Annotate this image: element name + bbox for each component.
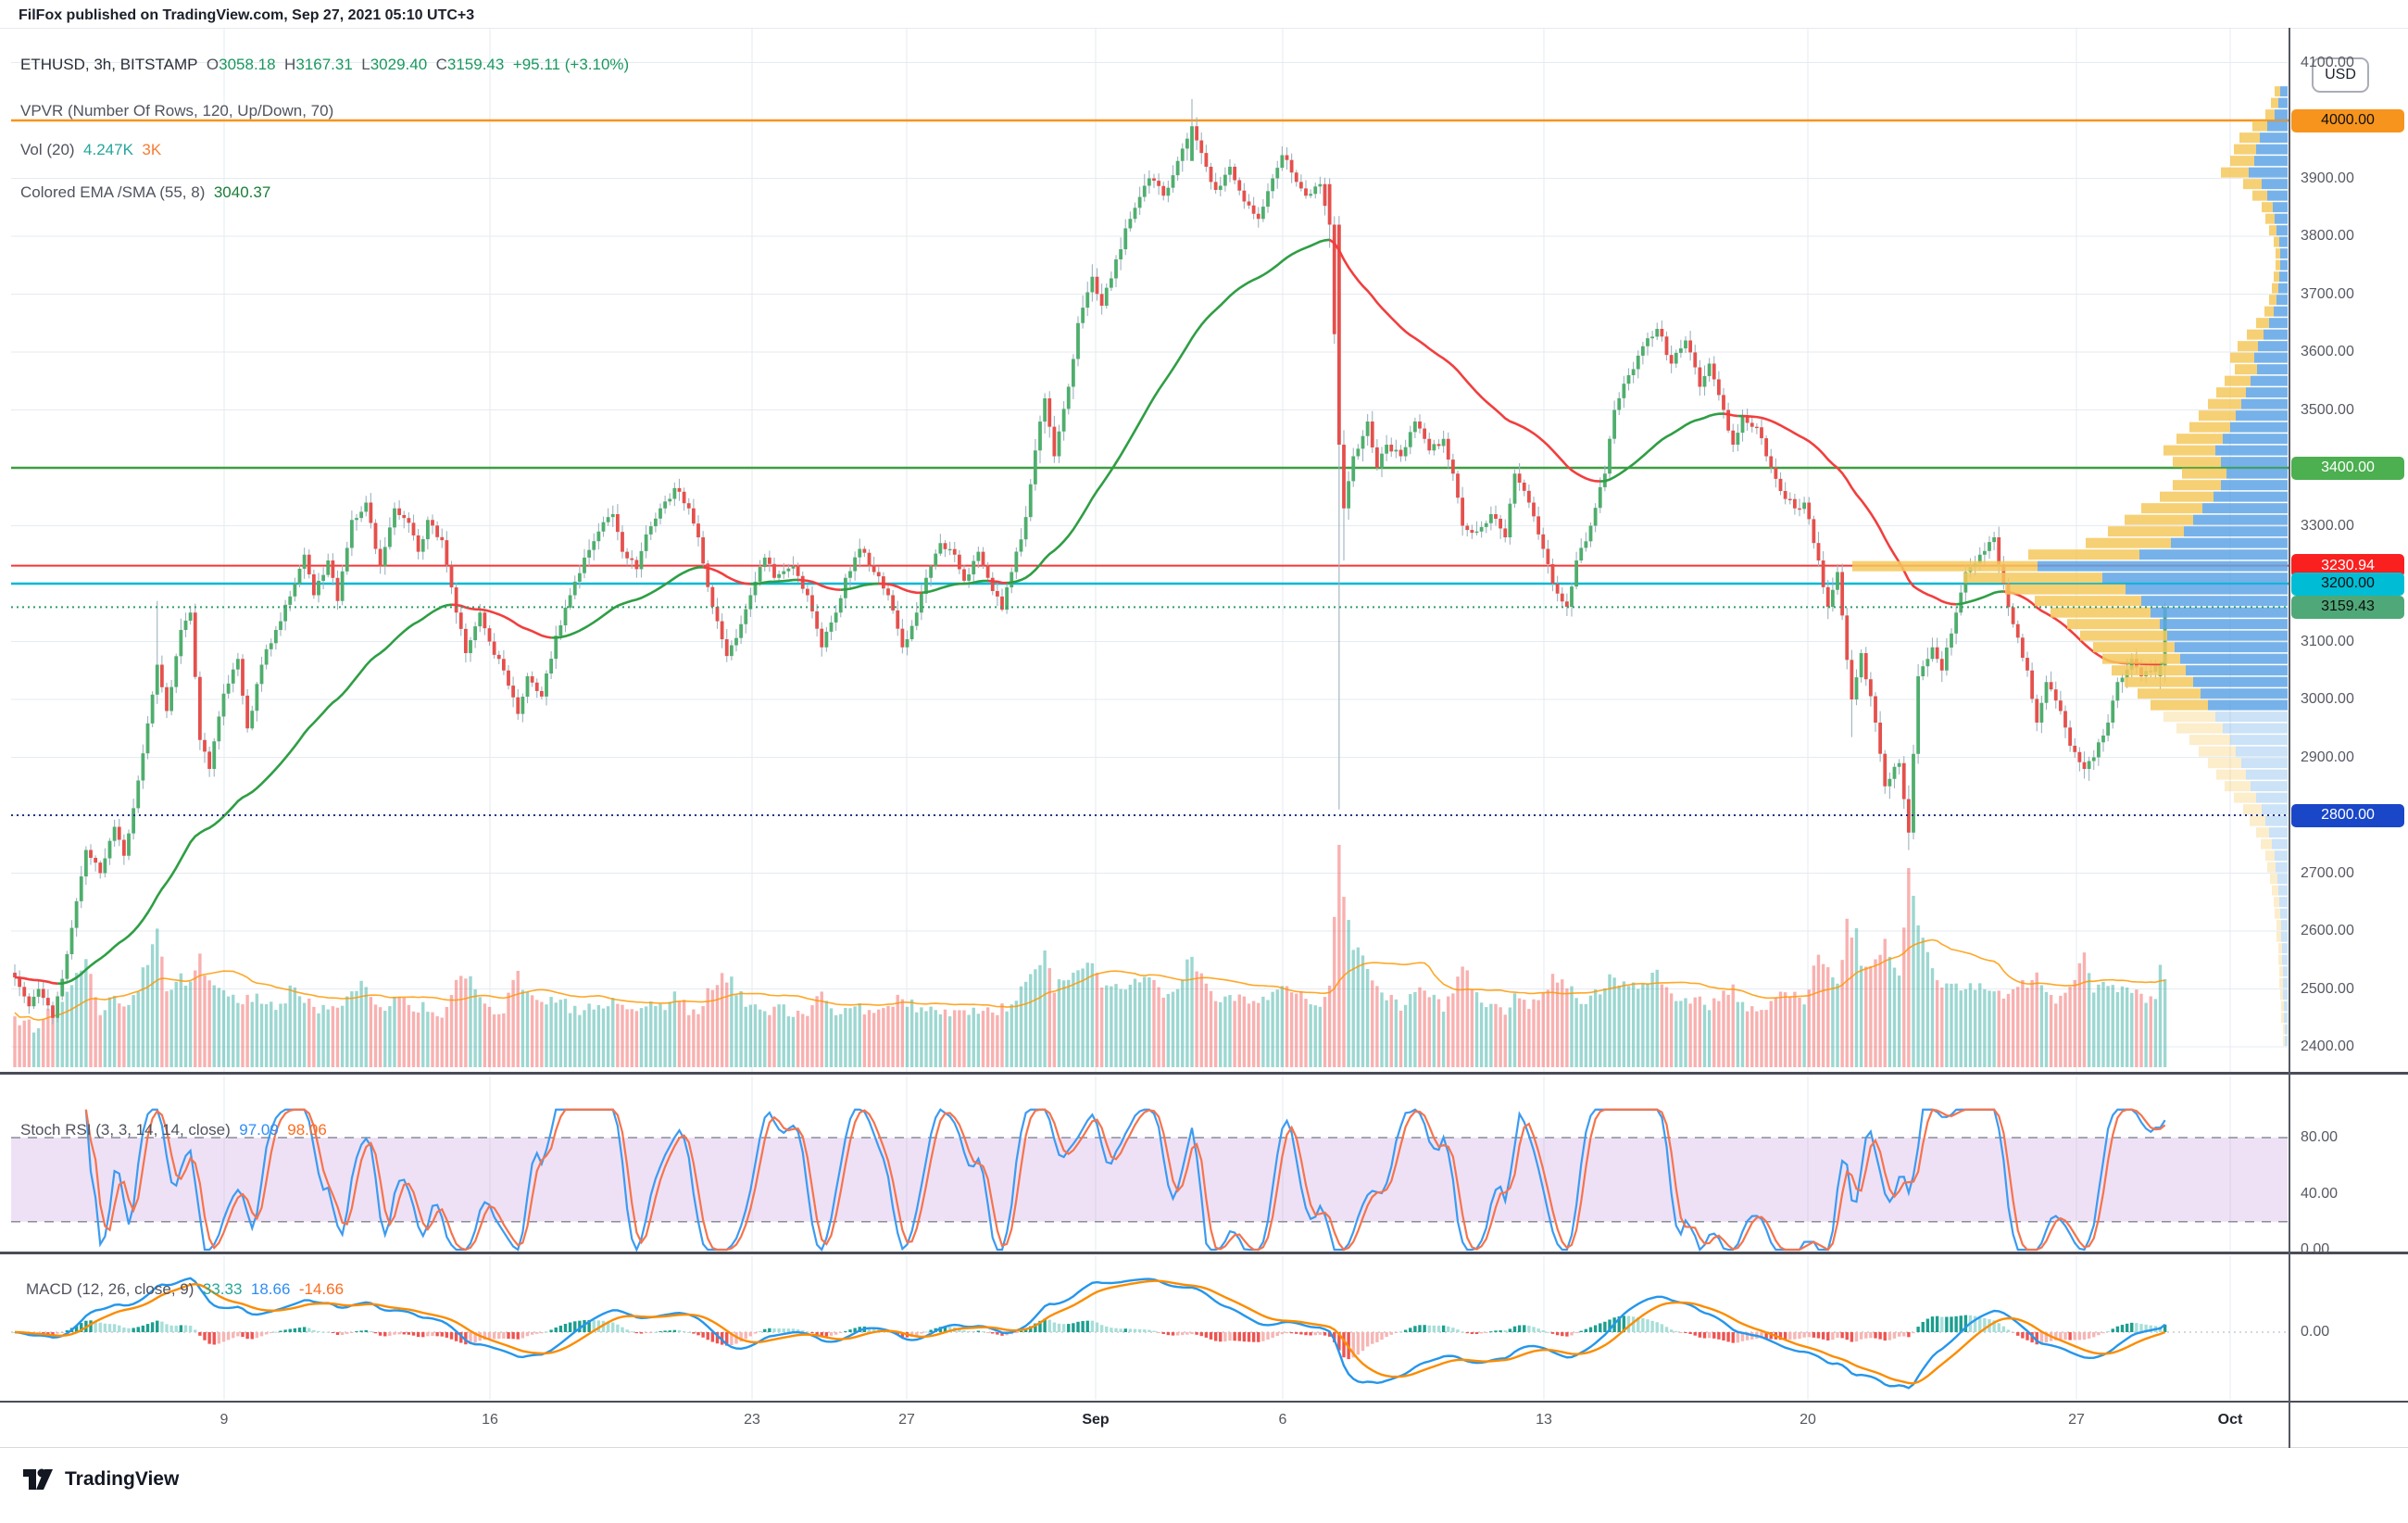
price-tick-label: 3600.00 (2301, 344, 2354, 359)
time-tick-label: 9 (219, 1412, 229, 1428)
time-tick-label: 23 (744, 1412, 760, 1428)
stoch-d-value: 98.06 (287, 1121, 327, 1139)
ohlc-close-label: C (435, 56, 447, 73)
separator-main-stoch[interactable] (0, 1072, 2408, 1075)
legend-ema-row[interactable]: Colored EMA /SMA (55, 8) 3040.37 (20, 183, 270, 202)
price-tick-label: 3800.00 (2301, 228, 2354, 244)
legend-vol-row[interactable]: Vol (20) 4.247K 3K (20, 141, 161, 159)
ohlc-open: 3058.18 (219, 56, 276, 73)
price-label-pill: 3400.00 (2291, 456, 2404, 480)
currency-toggle-button[interactable]: USD (2312, 57, 2369, 93)
price-tick-label: 2400.00 (2301, 1038, 2354, 1054)
price-tick-label: 3700.00 (2301, 285, 2354, 302)
vpvr-label: VPVR (Number Of Rows, 120, Up/Down, 70) (20, 102, 334, 120)
price-tick-label: 2700.00 (2301, 864, 2354, 881)
axis-bottom-border (0, 1447, 2408, 1448)
ema-label: Colored EMA /SMA (55, 8) (20, 183, 206, 201)
time-tick-label: 20 (1800, 1412, 1816, 1428)
ohlc-low-label: L (361, 56, 370, 73)
ema-value: 3040.37 (213, 183, 271, 201)
separator-macd-time[interactable] (0, 1401, 2408, 1403)
price-tick-label: 2500.00 (2301, 980, 2354, 997)
ohlc-high-label: H (284, 56, 296, 73)
tradingview-brand[interactable]: TradingView (22, 1466, 179, 1493)
time-tick-label: 27 (2068, 1412, 2085, 1428)
stoch-label: Stoch RSI (3, 3, 14, 14, close) (20, 1121, 231, 1139)
vol-ma2-value: 3K (142, 141, 162, 158)
stoch-tick-label: 0.00 (2301, 1241, 2330, 1257)
tradingview-logo-icon (23, 1468, 53, 1490)
stoch-tick-label: 80.00 (2301, 1129, 2339, 1145)
vol-ma-value: 4.247K (83, 141, 133, 158)
macd-legend-row[interactable]: MACD (12, 26, close, 9) 33.33 18.66 -14.… (26, 1280, 344, 1299)
price-tick-label: 3900.00 (2301, 170, 2354, 186)
macd-hist-value: 33.33 (202, 1280, 243, 1298)
macd-label: MACD (12, 26, close, 9) (26, 1280, 194, 1298)
price-tick-label: 3100.00 (2301, 633, 2354, 649)
ohlc-low: 3029.40 (370, 56, 428, 73)
macd-signal-value: -14.66 (298, 1280, 345, 1298)
macd-tick-label: 0.00 (2301, 1324, 2330, 1340)
chart-top-border (0, 28, 2408, 29)
stoch-k-value: 97.09 (239, 1121, 279, 1139)
ohlc-open-label: O (206, 56, 219, 73)
ohlc-change: +95.11 (+3.10%) (512, 56, 630, 73)
vol-label: Vol (20) (20, 141, 75, 158)
stoch-legend-row[interactable]: Stoch RSI (3, 3, 14, 14, close) 97.09 98… (20, 1121, 327, 1139)
time-tick-label: 6 (1278, 1412, 1287, 1428)
macd-line-value: 18.66 (250, 1280, 291, 1298)
price-axis-line[interactable] (2289, 28, 2290, 1448)
time-tick-label: 16 (482, 1412, 498, 1428)
price-label-pill: 4000.00 (2291, 108, 2404, 132)
price-tick-label: 3000.00 (2301, 691, 2354, 707)
separator-stoch-macd[interactable] (0, 1252, 2408, 1254)
price-tick-label: 2600.00 (2301, 923, 2354, 938)
legend-symbol-row[interactable]: ETHUSD, 3h, BITSTAMP O3058.18 H3167.31 L… (20, 56, 629, 74)
ohlc-close: 3159.43 (446, 56, 505, 73)
time-tick-label: Sep (1082, 1412, 1110, 1428)
stoch-tick-label: 40.00 (2301, 1185, 2339, 1202)
ohlc-high: 3167.31 (295, 56, 353, 73)
price-tick-label: 2900.00 (2301, 749, 2354, 765)
legend-vpvr-row[interactable]: VPVR (Number Of Rows, 120, Up/Down, 70) (20, 102, 333, 120)
legend-symbol: ETHUSD, 3h, BITSTAMP (20, 56, 198, 73)
tradingview-brand-text: TradingView (65, 1468, 180, 1490)
time-tick-label: Oct (2217, 1412, 2243, 1428)
price-tick-label: 4100.00 (2301, 54, 2354, 70)
price-tick-label: 3300.00 (2301, 517, 2354, 534)
time-tick-label: 27 (898, 1412, 915, 1428)
price-label-pill: 2800.00 (2291, 803, 2404, 827)
price-tick-label: 3500.00 (2301, 401, 2354, 418)
price-label-pill: 3200.00 (2291, 572, 2404, 596)
time-tick-label: 13 (1536, 1412, 1552, 1428)
attribution-text: FilFox published on TradingView.com, Sep… (19, 7, 475, 23)
price-label-pill: 3159.43 (2291, 595, 2404, 619)
